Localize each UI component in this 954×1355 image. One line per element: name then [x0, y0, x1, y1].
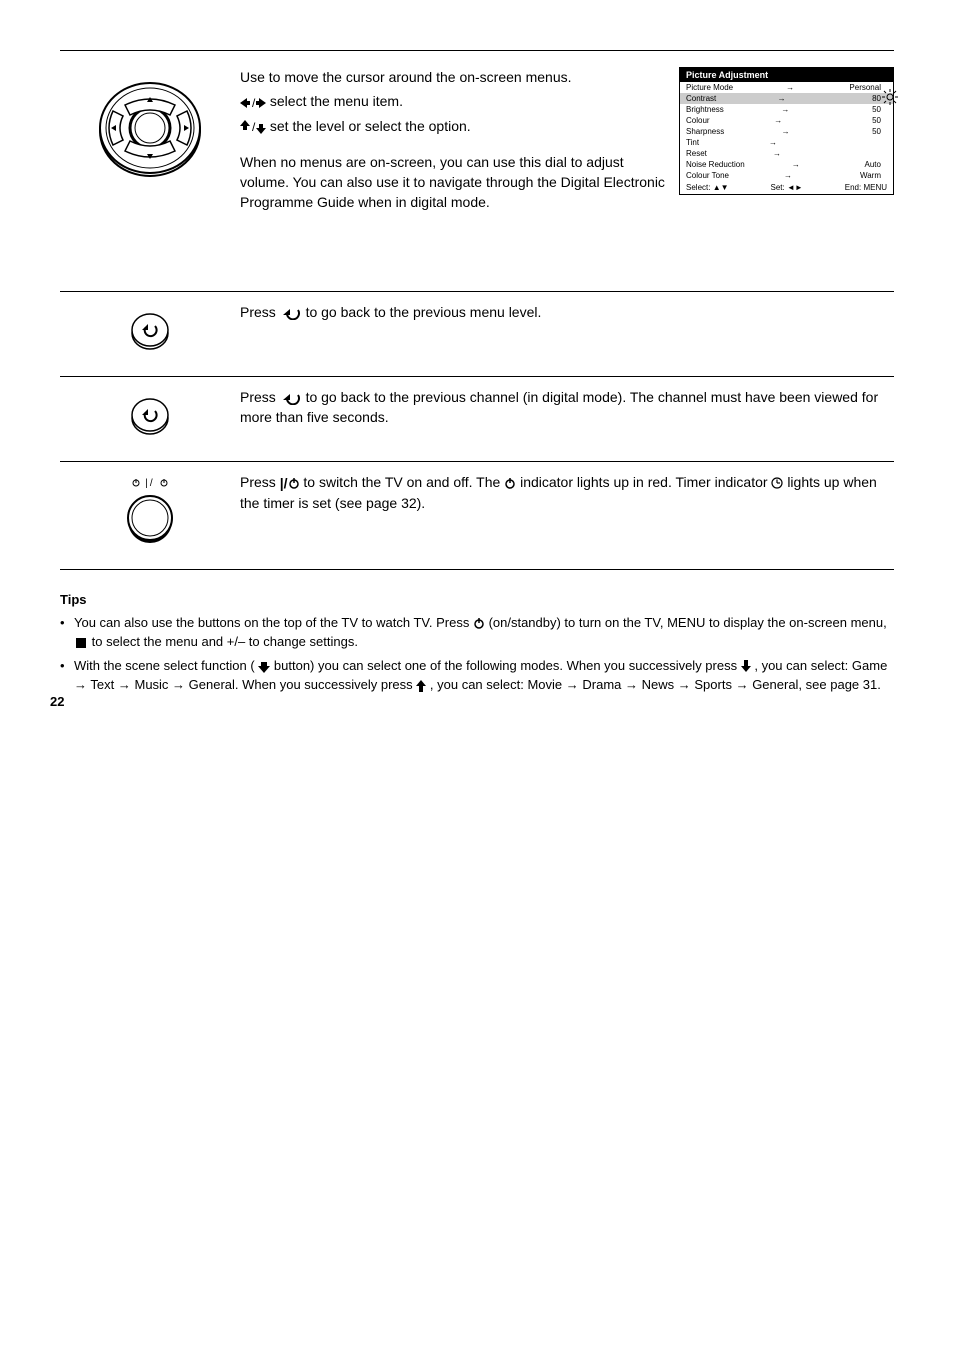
right-arrow-icon: →	[625, 677, 638, 692]
page-number: 22	[50, 694, 64, 709]
svg-text:/: /	[252, 120, 256, 134]
standby-tip-icon	[473, 617, 485, 629]
osd-menu-title: Picture Adjustment	[680, 68, 893, 82]
power-desc: Press |/ to switch the TV on and off. Th…	[240, 472, 894, 518]
back2-icon-col	[60, 387, 240, 437]
standby-symbol-right-icon	[159, 478, 169, 488]
standby-symbol-left-icon	[131, 478, 141, 488]
down-arrow-icon	[741, 660, 751, 672]
timer-clock-icon	[771, 477, 783, 489]
rule-4	[60, 569, 894, 570]
tip-1: You can also use the buttons on the top …	[60, 613, 894, 652]
power-icon-col: |/	[60, 472, 240, 545]
up-down-arrow-icon: /	[240, 120, 266, 134]
power-on-symbol-icon: |/	[280, 473, 288, 493]
osd-menu-row: Brightness→50	[680, 104, 893, 115]
sun-icon	[881, 88, 899, 111]
power-button-icon	[123, 491, 177, 545]
right-arrow-icon: →	[74, 677, 87, 692]
scene-select-icon	[258, 659, 270, 673]
svg-text:/: /	[252, 97, 256, 109]
return-button-icon-2	[128, 393, 172, 437]
return-button-icon	[128, 308, 172, 352]
osd-menu-row: Sharpness→50	[680, 126, 893, 137]
select-square-icon	[76, 638, 86, 648]
right-arrow-icon: →	[566, 677, 579, 692]
right-arrow-icon: →	[678, 677, 691, 692]
row-back-1: Press to go back to the previous menu le…	[60, 292, 894, 376]
return-arrow-icon-2	[280, 391, 302, 405]
right-arrow-icon: →	[118, 677, 131, 692]
row-dpad: Use to move the cursor around the on-scr…	[60, 51, 894, 241]
tip-2: With the scene select function ( button)…	[60, 656, 894, 695]
power-top-label: |/	[131, 478, 170, 489]
osd-title-text: Picture Adjustment	[686, 70, 768, 80]
osd-menu-row: Picture Mode→Personal	[680, 82, 893, 93]
back2-desc: Press to go back to the previous channel…	[240, 387, 894, 432]
osd-menu-bottom: Select: ▲▼ Set: ◄► End: MENU	[680, 181, 893, 194]
back1-icon-col	[60, 302, 240, 352]
tips-list: You can also use the buttons on the top …	[60, 613, 894, 695]
up-arrow-icon	[416, 680, 426, 692]
section-2: Press to go back to the previous menu le…	[60, 291, 894, 570]
right-arrow-icon: →	[172, 677, 185, 692]
dpad-line2: / select the menu item.	[240, 91, 669, 111]
osd-menu-row: Reset→	[680, 148, 893, 159]
left-right-arrow-icon: /	[240, 97, 266, 109]
osd-menu-row: Contrast→80	[680, 93, 893, 104]
dpad-line1: Use to move the cursor around the on-scr…	[240, 67, 669, 87]
tips-block: Tips You can also use the buttons on the…	[60, 592, 894, 695]
tips-label: Tips	[60, 592, 894, 607]
osd-menu-row: Colour→50	[680, 115, 893, 126]
osd-menu-items: Picture Mode→PersonalContrast→80Brightne…	[680, 82, 893, 181]
dpad-line4: When no menus are on-screen, you can use…	[240, 152, 669, 213]
row-back-2: Press to go back to the previous channel…	[60, 377, 894, 461]
dpad-desc: Use to move the cursor around the on-scr…	[240, 67, 679, 217]
osd-menu-row: Noise Reduction→Auto	[680, 159, 893, 170]
dpad-icon-col	[60, 67, 240, 183]
back1-desc: Press to go back to the previous menu le…	[240, 302, 894, 326]
return-arrow-icon	[280, 306, 302, 320]
osd-menu-row: Colour Tone→Warm	[680, 170, 893, 181]
standby-indicator-icon	[504, 477, 516, 489]
standby-inline-icon	[288, 477, 300, 489]
osd-menu-row: Tint→	[680, 137, 893, 148]
row-power: |/ Press |/ to switch the TV on and off.…	[60, 462, 894, 569]
osd-menu-preview: Picture Adjustment Picture Mode→Personal…	[679, 67, 894, 195]
right-arrow-icon: →	[736, 677, 749, 692]
dpad-line3: / set the level or select the option.	[240, 116, 669, 136]
dpad-dial-icon	[95, 73, 205, 183]
